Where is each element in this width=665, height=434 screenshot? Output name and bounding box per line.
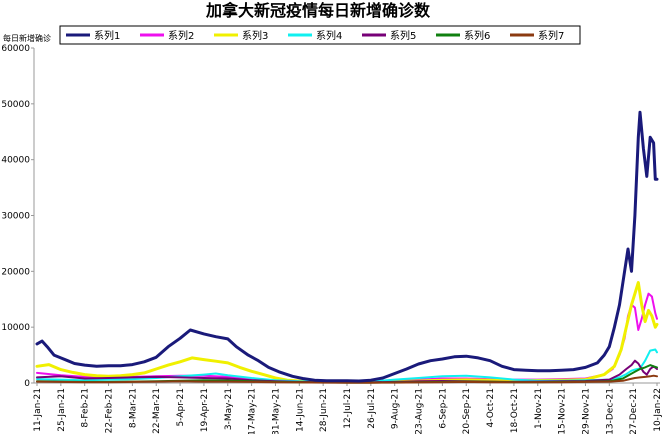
legend-label: 系列4 (316, 29, 342, 42)
legend-label: 系列5 (390, 29, 416, 42)
x-tick-label: 3-May-21 (224, 388, 234, 430)
x-tick-label: 12-Jul-21 (343, 388, 353, 429)
y-axis-label: 每日新增确诊 (3, 33, 51, 43)
y-tick-label: 30000 (1, 212, 30, 222)
x-tick-label: 20-Sep-21 (462, 388, 472, 434)
x-tick-label: 27-Dec-21 (629, 388, 639, 434)
y-tick-label: 50000 (1, 100, 30, 110)
legend: 系列1 系列2 系列3 系列4 系列5 系列6 系列7 (59, 25, 581, 45)
legend-label: 系列1 (94, 29, 120, 42)
series-line-3 (35, 281, 659, 384)
x-tick-label: 26-Jul-21 (367, 388, 377, 429)
x-tick-label: 22-Mar-21 (152, 388, 162, 434)
x-tick-label: 8-Feb-21 (81, 388, 91, 428)
y-tick-label: 40000 (1, 156, 30, 166)
x-tick-label: 28-Jun-21 (319, 388, 329, 432)
x-tick-label: 10-Jan-22 (653, 388, 663, 432)
x-tick-label: 17-May-21 (248, 388, 258, 434)
x-tick-label: 5-Apr-21 (176, 388, 186, 426)
x-tick-label: 22-Feb-21 (105, 388, 115, 433)
legend-label: 系列7 (538, 29, 564, 42)
legend-label: 系列6 (464, 29, 490, 42)
y-axis: 0 10000 20000 30000 40000 50000 60000 (1, 44, 35, 389)
x-tick-label: 31-May-21 (271, 388, 281, 434)
legend-label: 系列2 (168, 29, 194, 42)
series-line-7 (36, 374, 658, 384)
legend-box (59, 25, 581, 45)
y-tick-label: 10000 (1, 323, 30, 333)
y-tick-label: 20000 (1, 267, 30, 277)
x-tick-label: 9-Aug-21 (391, 388, 401, 429)
y-tick-label: 60000 (1, 44, 30, 54)
x-tick-label: 1-Nov-21 (534, 388, 544, 429)
x-tick-label: 18-Oct-21 (510, 388, 520, 433)
y-tick-label: 0 (24, 379, 30, 389)
x-tick-label: 4-Oct-21 (486, 388, 496, 428)
x-axis: 11-Jan-21 25-Jan-21 8-Feb-21 22-Feb-21 8-Mar… (33, 382, 663, 434)
x-tick-label: 15-Nov-21 (558, 388, 568, 434)
plot-area (35, 110, 659, 384)
x-tick-label: 14-Jun-21 (295, 388, 305, 432)
legend-label: 系列3 (242, 29, 268, 42)
x-tick-label: 25-Jan-21 (57, 388, 67, 432)
chart-title: 加拿大新冠疫情每日新增确诊数 (205, 1, 431, 20)
x-tick-label: 23-Aug-21 (415, 388, 425, 434)
x-tick-label: 13-Dec-21 (605, 388, 615, 434)
x-tick-label: 19-Apr-21 (200, 388, 210, 432)
x-tick-label: 6-Sep-21 (438, 388, 448, 429)
x-tick-label: 29-Nov-21 (581, 388, 591, 434)
series-line-1 (35, 110, 659, 383)
x-tick-label: 11-Jan-21 (33, 388, 43, 432)
x-tick-label: 8-Mar-21 (128, 388, 138, 428)
